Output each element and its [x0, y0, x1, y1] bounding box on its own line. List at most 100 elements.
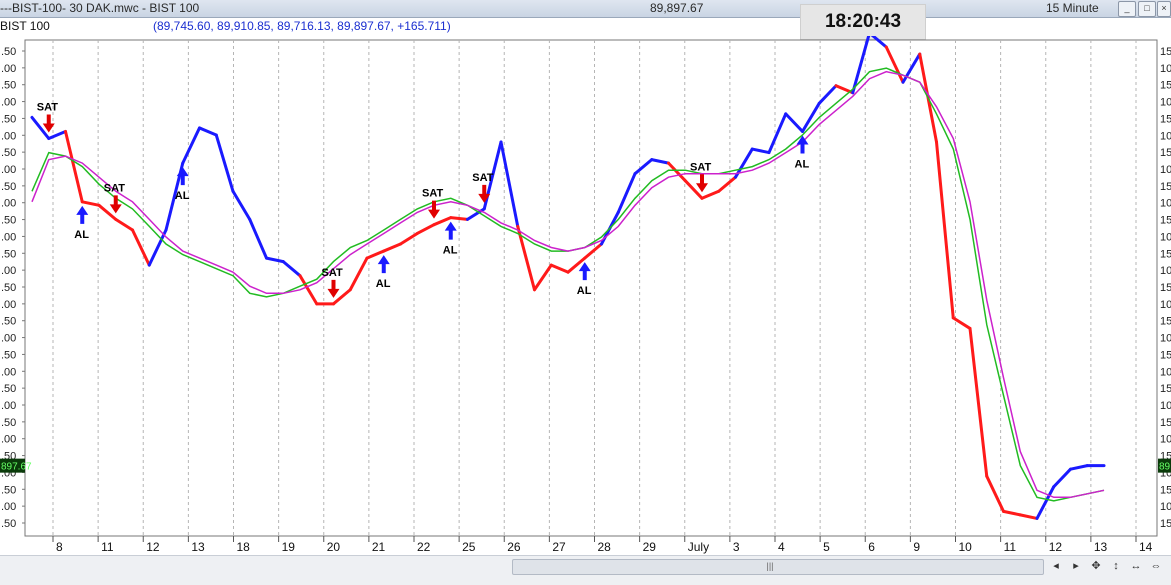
- price-segment: [181, 126, 201, 165]
- y-tick-label-right: 100: [1160, 198, 1171, 210]
- price-segment: [298, 274, 319, 306]
- y-tick-label: .50: [1, 417, 16, 429]
- price-segment: [432, 216, 453, 227]
- sell-signal-label: SAT: [422, 188, 443, 200]
- buy-signal-label: AL: [74, 229, 89, 241]
- y-tick-label: .00: [1, 198, 16, 210]
- price-segment: [399, 231, 419, 246]
- y-tick-label-right: 150: [1160, 80, 1171, 92]
- price-segment: [499, 140, 520, 228]
- x-tick-label: 18: [237, 540, 251, 554]
- y-tick-label: .50: [1, 518, 16, 530]
- x-tick-label: 27: [552, 540, 566, 554]
- scroll-right-icon[interactable]: ▸: [1073, 560, 1079, 572]
- minimize-button[interactable]: _: [1118, 1, 1136, 17]
- scroll-track[interactable]: [512, 559, 1044, 575]
- y-tick-label-right: 150: [1160, 417, 1171, 429]
- x-tick-label: 13: [191, 540, 205, 554]
- price-segment: [131, 228, 151, 267]
- y-tick-label: .50: [1, 349, 16, 361]
- x-tick-label: 28: [598, 540, 612, 554]
- y-tick-label: .50: [1, 484, 16, 496]
- x-tick-label: 11: [1004, 540, 1017, 554]
- y-tick-label-right: 150: [1160, 181, 1171, 193]
- y-tick-label: .50: [1, 80, 16, 92]
- y-tick-label-right: 100: [1160, 265, 1171, 277]
- title-bar: ---BIST-100- 30 DAK.mwc - BIST 100 89,89…: [0, 0, 1171, 18]
- price-segment: [449, 216, 469, 221]
- expand-vertical-icon[interactable]: ↕: [1113, 560, 1119, 572]
- price-segment: [516, 224, 536, 292]
- x-tick-label: 12: [146, 540, 160, 554]
- price-segment: [767, 112, 788, 155]
- y-tick-label: .00: [1, 333, 16, 345]
- y-tick-label: .50: [1, 282, 16, 294]
- x-tick-label: 19: [282, 540, 296, 554]
- y-tick-label: .50: [1, 113, 16, 125]
- price-chart[interactable]: .50 150 .00 100 .50 150 .00 100 .50 150 .00 100 .50 1…: [0, 36, 1171, 555]
- x-tick-label: 4: [778, 540, 785, 554]
- price-segment: [801, 101, 821, 133]
- y-tick-label-right: 100: [1160, 299, 1171, 311]
- y-tick-label-right: 150: [1160, 282, 1171, 294]
- horizontal-scrollbar[interactable]: ||| ◂ ▸ ✥ ↕ ↔ ⇔: [0, 555, 1171, 585]
- price-segment: [1018, 513, 1039, 520]
- y-tick-label-right: 150: [1160, 451, 1171, 463]
- price-segment: [248, 217, 268, 260]
- y-tick-label: .00: [1, 434, 16, 446]
- sell-arrow-icon: [428, 200, 440, 219]
- maximize-button[interactable]: □: [1138, 1, 1156, 17]
- y-tick-label-right: 100: [1160, 400, 1171, 412]
- sell-arrow-icon: [109, 195, 122, 214]
- y-tick-label-right: 100: [1160, 63, 1171, 75]
- plot-area: [24, 39, 1158, 537]
- price-segment: [784, 112, 804, 133]
- y-tick-label-right: 150: [1160, 113, 1171, 125]
- x-tick-label: 8: [56, 540, 63, 554]
- price-segment: [935, 140, 955, 320]
- y-tick-label-right: 150: [1160, 316, 1171, 328]
- sell-arrow-icon: [42, 114, 55, 133]
- buy-arrow-icon: [377, 255, 390, 274]
- y-tick-label: .00: [1, 400, 16, 412]
- price-segment: [533, 263, 553, 292]
- y-tick-label-right: 100: [1160, 366, 1171, 378]
- price-segment: [214, 133, 235, 193]
- x-tick-label: 14: [1139, 540, 1153, 554]
- sell-signal-label: SAT: [690, 161, 711, 173]
- buy-signal-label: AL: [795, 158, 810, 170]
- expand-horizontal-icon[interactable]: ↔: [1130, 560, 1142, 572]
- clock-display: 18:20:43: [800, 4, 926, 40]
- price-segment: [80, 200, 101, 207]
- x-tick-label: 6: [868, 540, 875, 554]
- x-tick-label: 10: [959, 540, 973, 554]
- buy-arrow-icon: [578, 262, 591, 281]
- x-tick-label: 20: [327, 540, 341, 554]
- interval-label[interactable]: 15 Minute: [1046, 1, 1099, 15]
- price-segment: [231, 189, 252, 221]
- close-button[interactable]: ×: [1157, 1, 1171, 17]
- price-segment: [1035, 485, 1056, 520]
- y-tick-label: .00: [1, 299, 16, 311]
- scroll-left-icon[interactable]: ◂: [1053, 560, 1059, 572]
- price-segment: [700, 189, 721, 200]
- x-tick-label: 9: [913, 540, 920, 554]
- buy-arrow-icon: [76, 205, 89, 224]
- x-tick-label: July: [688, 540, 709, 554]
- scroll-thumb[interactable]: |||: [766, 561, 774, 571]
- buy-signal-label: AL: [443, 245, 458, 257]
- buy-arrow-icon: [176, 167, 189, 186]
- price-segment: [549, 263, 570, 274]
- y-tick-label-right: 100: [1160, 164, 1171, 176]
- x-tick-label: 21: [372, 540, 386, 554]
- sell-signal-label: SAT: [104, 182, 125, 194]
- price-segment: [951, 316, 972, 330]
- price-segment: [1069, 464, 1089, 471]
- y-tick-label: .00: [1, 164, 16, 176]
- x-tick-label: 12: [1049, 540, 1063, 554]
- move-icon[interactable]: ✥: [1091, 560, 1101, 572]
- y-tick-label: .00: [1, 231, 16, 243]
- fit-icon[interactable]: ⇔: [1150, 560, 1162, 572]
- price-segment: [64, 129, 84, 204]
- x-tick-label: 3: [733, 540, 740, 554]
